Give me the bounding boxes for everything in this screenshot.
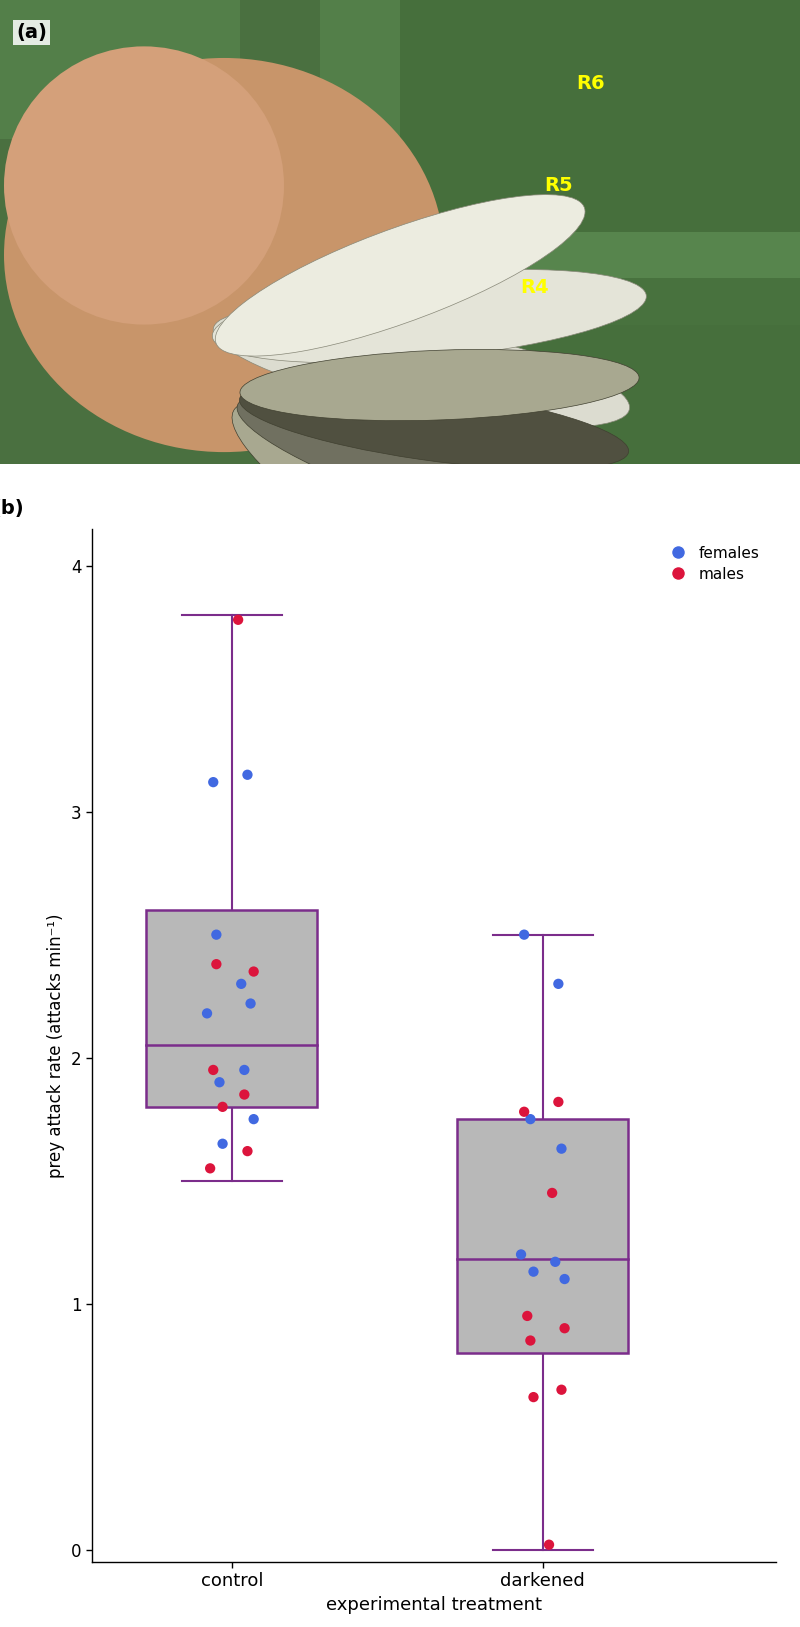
X-axis label: experimental treatment: experimental treatment (326, 1596, 542, 1614)
Point (232, 607, 245, 633)
Point (558, 1266, 571, 1292)
Point (238, 1058, 250, 1084)
Point (241, 761, 254, 787)
Bar (0, 0, 240, 140)
Point (238, 1082, 250, 1108)
Ellipse shape (212, 270, 646, 363)
Ellipse shape (232, 402, 505, 586)
Bar (146, 909, 318, 1106)
Ellipse shape (239, 382, 629, 470)
Text: R4: R4 (520, 278, 549, 298)
Bar (440, 233, 800, 464)
Point (204, 1155, 217, 1181)
Point (542, 1531, 555, 1557)
Text: (a): (a) (16, 23, 47, 42)
Text: R6: R6 (576, 73, 605, 93)
Point (247, 1106, 260, 1132)
Point (241, 1139, 254, 1165)
Point (521, 1303, 534, 1329)
Bar (400, 0, 800, 233)
Bar (320, 0, 800, 325)
Bar (458, 1119, 628, 1352)
Ellipse shape (237, 395, 582, 530)
Point (546, 1180, 558, 1206)
Ellipse shape (4, 59, 444, 452)
Point (524, 1328, 537, 1354)
Point (207, 1058, 220, 1084)
Point (210, 921, 222, 947)
Point (235, 971, 248, 997)
Point (210, 952, 222, 978)
Bar (520, 278, 800, 464)
Point (549, 1250, 562, 1276)
Text: (b): (b) (0, 499, 23, 519)
Point (558, 1315, 571, 1341)
Point (518, 1098, 530, 1124)
Ellipse shape (215, 195, 585, 356)
Point (213, 1069, 226, 1095)
Point (514, 1241, 527, 1267)
Point (244, 991, 257, 1017)
Point (555, 1376, 568, 1402)
Ellipse shape (4, 46, 284, 325)
Ellipse shape (240, 350, 639, 421)
Point (552, 971, 565, 997)
Point (527, 1259, 540, 1285)
Point (524, 1106, 537, 1132)
Point (207, 770, 220, 796)
Point (201, 1001, 214, 1027)
Point (552, 1088, 565, 1114)
Text: R5: R5 (544, 176, 573, 195)
Point (555, 1136, 568, 1162)
Ellipse shape (213, 311, 630, 428)
Point (527, 1385, 540, 1411)
Point (216, 1131, 229, 1157)
Point (518, 921, 530, 947)
Y-axis label: prey attack rate (attacks min⁻¹): prey attack rate (attacks min⁻¹) (47, 913, 66, 1178)
Point (216, 1093, 229, 1119)
Legend: females, males: females, males (654, 537, 768, 591)
Point (247, 958, 260, 984)
